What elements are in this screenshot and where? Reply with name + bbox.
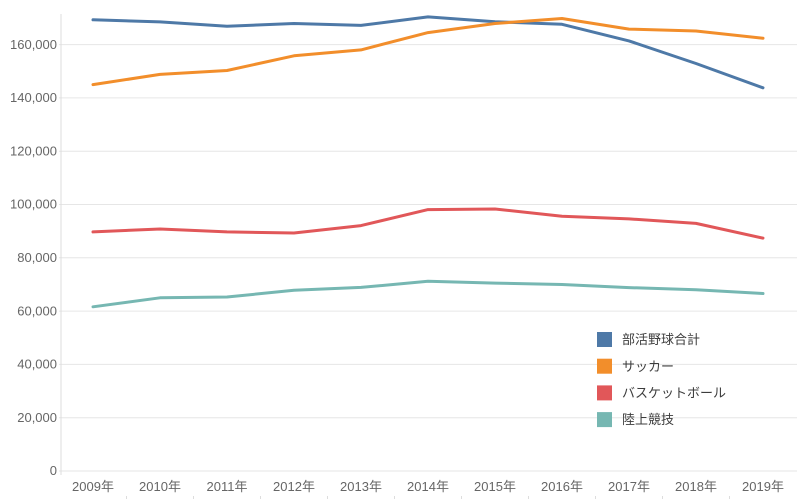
x-axis-tick-label: 2018年 — [675, 479, 717, 494]
x-axis-tick-label: 2013年 — [340, 479, 382, 494]
legend-label-track-field[interactable]: 陸上競技 — [622, 412, 674, 427]
x-axis-tick-label: 2015年 — [474, 479, 516, 494]
legend-label-basketball[interactable]: バスケットボール — [622, 385, 726, 400]
y-axis-tick-label: 20,000 — [17, 410, 57, 425]
x-axis-tick-label: 2016年 — [541, 479, 583, 494]
legend-label-baseball-total[interactable]: 部活野球合計 — [622, 332, 700, 347]
x-axis-tick-label: 2017年 — [608, 479, 650, 494]
legend-swatch-track-field[interactable] — [597, 412, 612, 428]
x-axis-tick-label: 2011年 — [207, 479, 248, 494]
y-axis-tick-label: 80,000 — [17, 250, 57, 265]
legend-label-soccer[interactable]: サッカー — [622, 359, 674, 374]
baseball-total-line — [91, 15, 765, 90]
x-axis-tick-label: 2009年 — [72, 479, 114, 494]
track-field-line — [91, 279, 765, 309]
y-axis-tick-label: 140,000 — [10, 90, 57, 105]
y-axis-tick-label: 160,000 — [10, 37, 57, 52]
y-axis-tick-label: 120,000 — [10, 143, 57, 158]
legend-swatch-soccer[interactable] — [597, 358, 612, 374]
basketball-line — [91, 207, 765, 240]
x-axis-tick-label: 2014年 — [407, 479, 449, 494]
x-axis-tick-label: 2010年 — [139, 479, 181, 494]
x-axis-tick-label: 2019年 — [742, 479, 784, 494]
y-axis-tick-label: 0 — [50, 463, 57, 478]
y-axis-tick-label: 60,000 — [17, 303, 57, 318]
y-axis-tick-label: 40,000 — [17, 357, 57, 372]
x-axis-tick-label: 2012年 — [273, 479, 315, 494]
legend-swatch-basketball[interactable] — [597, 385, 612, 401]
y-axis-tick-label: 100,000 — [10, 197, 57, 212]
soccer-line — [91, 17, 765, 87]
legend-swatch-baseball-total[interactable] — [597, 332, 612, 347]
